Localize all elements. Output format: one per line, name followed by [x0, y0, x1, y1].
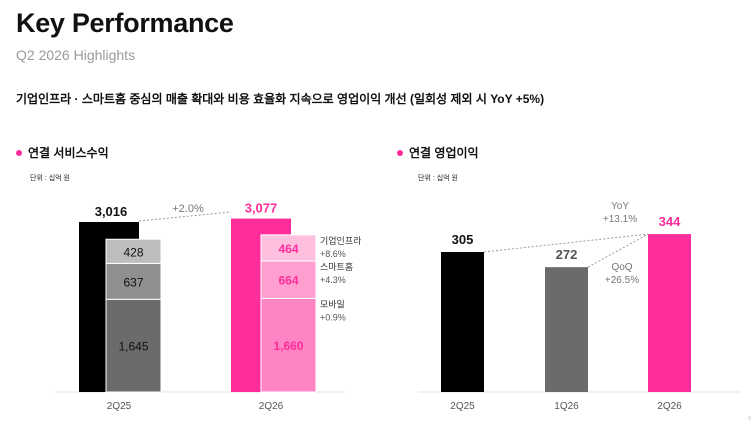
series-change-기업인프라: +8.6% [320, 249, 346, 259]
section-title-operating-profit: 연결 영업이익 [397, 144, 479, 161]
bar-segment-스마트홈-2Q26 [260, 260, 317, 299]
x-tick-2Q26: 2Q26 [259, 401, 284, 412]
value-label-1Q26: 272 [556, 247, 578, 262]
value-label-2Q25: 305 [452, 232, 474, 247]
page-title: Key Performance [16, 8, 234, 38]
data-label-스마트홈-2Q26: 664 [278, 274, 298, 288]
x-tick-2Q26: 2Q26 [657, 401, 682, 412]
total-label-2Q25: 3,016 [95, 204, 128, 219]
section-title-service-revenue: 연결 서비스수익 [16, 144, 109, 161]
data-label-스마트홈-2Q25: 637 [123, 275, 143, 289]
x-tick-2Q25: 2Q25 [107, 401, 132, 412]
bar-segment-기업인프라-2Q26 [260, 234, 317, 262]
qoq-connector-line [587, 233, 649, 268]
unit-label-service-revenue: 단위 : 십억 원 [30, 175, 70, 182]
series-name-모바일: 모바일 [320, 299, 345, 309]
value-label-2Q26: 344 [659, 214, 681, 229]
qoq-value: +26.5% [605, 275, 639, 286]
bar-segment-모바일-2Q25 [105, 298, 162, 393]
bar-2Q26 [648, 234, 691, 392]
data-label-모바일-2Q26: 1,660 [273, 339, 303, 353]
page-number: 6 [748, 416, 751, 422]
series-change-모바일: +0.9% [320, 312, 346, 322]
data-label-모바일-2Q25: 1,645 [118, 340, 148, 354]
series-name-스마트홈: 스마트홈 [320, 261, 353, 272]
series-name-기업인프라: 기업인프라 [320, 236, 362, 246]
unit-label-operating-profit: 단위 : 십억 원 [418, 175, 458, 182]
bar-segment-기업인프라-2Q25 [105, 238, 162, 264]
bar-segment-스마트홈-2Q25 [105, 262, 162, 300]
series-change-스마트홈: +4.3% [320, 275, 346, 285]
total-label-2Q26: 3,077 [245, 201, 278, 216]
yoy-value: +13.1% [603, 214, 637, 225]
bullet-dot-icon [16, 149, 22, 156]
growth-label: +2.0% [172, 203, 204, 215]
data-label-기업인프라-2Q25: 428 [123, 245, 143, 259]
data-label-기업인프라-2Q26: 464 [278, 242, 298, 256]
bullet-dot-icon [397, 149, 403, 156]
headline: 기업인프라 · 스마트홈 중심의 매출 확대와 비용 효율화 지속으로 영업이익… [16, 92, 545, 106]
bar-segment-모바일-2Q26 [260, 297, 317, 393]
qoq-label: QoQ [611, 262, 632, 273]
bar-1Q26 [545, 267, 588, 392]
x-tick-1Q26: 1Q26 [554, 401, 579, 412]
page-subtitle: Q2 2026 Highlights [16, 47, 136, 63]
yoy-connector-line [483, 233, 649, 253]
growth-connector-line [138, 211, 232, 222]
bar-2Q25 [441, 252, 484, 392]
yoy-label: YoY [611, 201, 629, 212]
x-tick-2Q25: 2Q25 [450, 401, 475, 412]
